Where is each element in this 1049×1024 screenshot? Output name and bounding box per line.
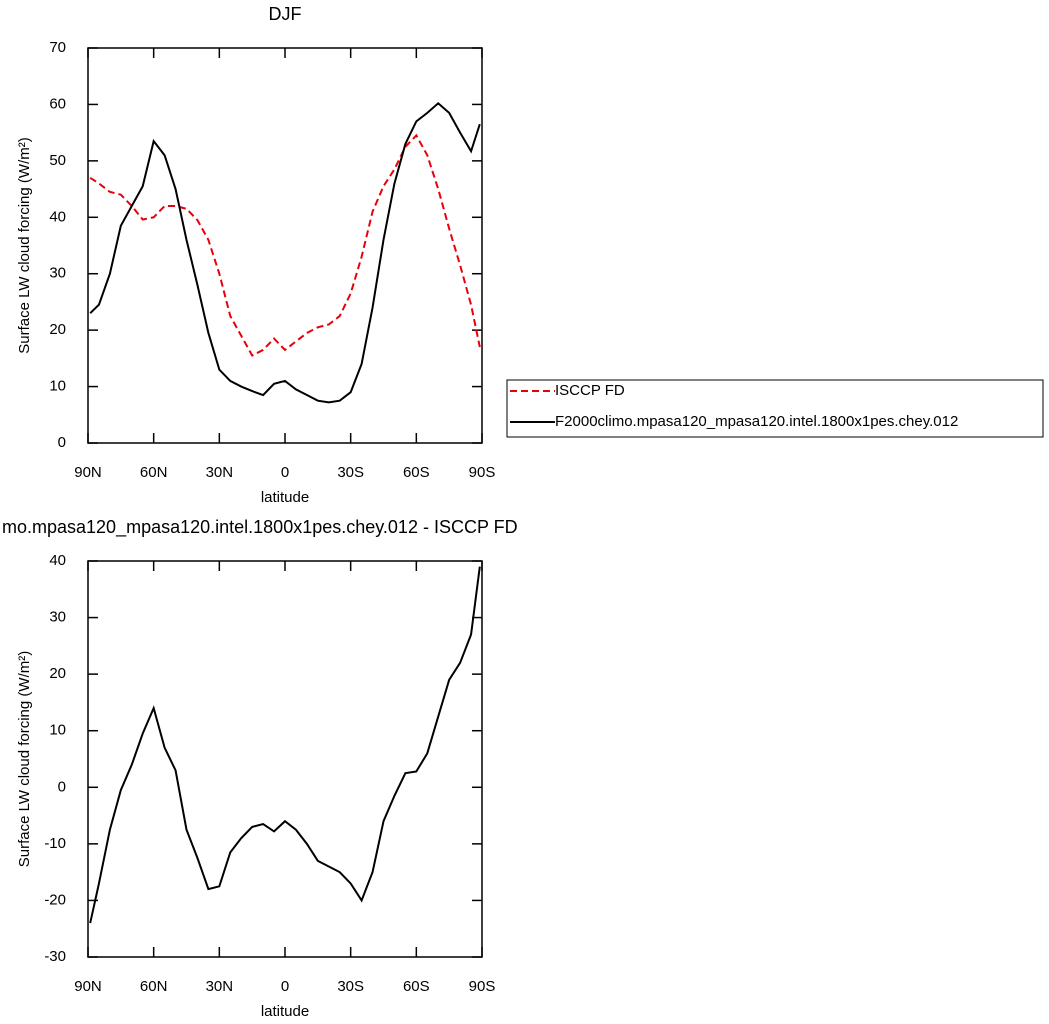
x-tick-label: 30N	[206, 464, 234, 481]
data-line	[89, 101, 481, 404]
y-tick-label: 10	[49, 722, 66, 739]
plot-frame	[87, 47, 483, 444]
legend-label: ISCCP FD	[555, 382, 625, 399]
x-axis-label: latitude	[261, 1003, 309, 1020]
x-tick-label: 30S	[337, 978, 364, 995]
y-tick-label: 30	[49, 265, 66, 282]
y-tick-label: 70	[49, 39, 66, 56]
y-tick-label: 20	[49, 321, 66, 338]
x-tick-label: 90N	[74, 464, 102, 481]
legend-box	[506, 379, 1044, 438]
y-tick-label: 20	[49, 665, 66, 682]
data-line	[89, 566, 481, 924]
y-tick-label: 0	[58, 778, 66, 795]
y-tick-label: -20	[44, 891, 66, 908]
y-tick-label: 40	[49, 552, 66, 569]
x-tick-label: 60S	[403, 978, 430, 995]
y-tick-label: 60	[49, 95, 66, 112]
x-tick-label: 60S	[403, 464, 430, 481]
y-tick-label: 50	[49, 152, 66, 169]
x-axis-label: latitude	[261, 489, 309, 506]
plot-frame	[87, 560, 483, 958]
y-tick-label: 30	[49, 609, 66, 626]
x-tick-label: 90S	[469, 978, 496, 995]
legend-label: F2000climo.mpasa120_mpasa120.intel.1800x…	[555, 413, 958, 430]
x-tick-label: 60N	[140, 464, 168, 481]
x-tick-label: 0	[281, 464, 289, 481]
chart-title: DJF	[269, 4, 302, 24]
y-axis-label: Surface LW cloud forcing (W/m²)	[16, 651, 33, 867]
x-tick-label: 90N	[74, 978, 102, 995]
data-line	[89, 133, 481, 357]
x-tick-label: 90S	[469, 464, 496, 481]
x-tick-label: 30N	[206, 978, 234, 995]
x-tick-label: 30S	[337, 464, 364, 481]
y-tick-label: -10	[44, 835, 66, 852]
y-tick-label: 10	[49, 378, 66, 395]
y-tick-label: -30	[44, 948, 66, 965]
x-tick-label: 60N	[140, 978, 168, 995]
y-tick-label: 0	[58, 434, 66, 451]
chart-title: mo.mpasa120_mpasa120.intel.1800x1pes.che…	[2, 517, 518, 538]
y-tick-label: 40	[49, 208, 66, 225]
y-axis-label: Surface LW cloud forcing (W/m²)	[16, 137, 33, 353]
x-tick-label: 0	[281, 978, 289, 995]
